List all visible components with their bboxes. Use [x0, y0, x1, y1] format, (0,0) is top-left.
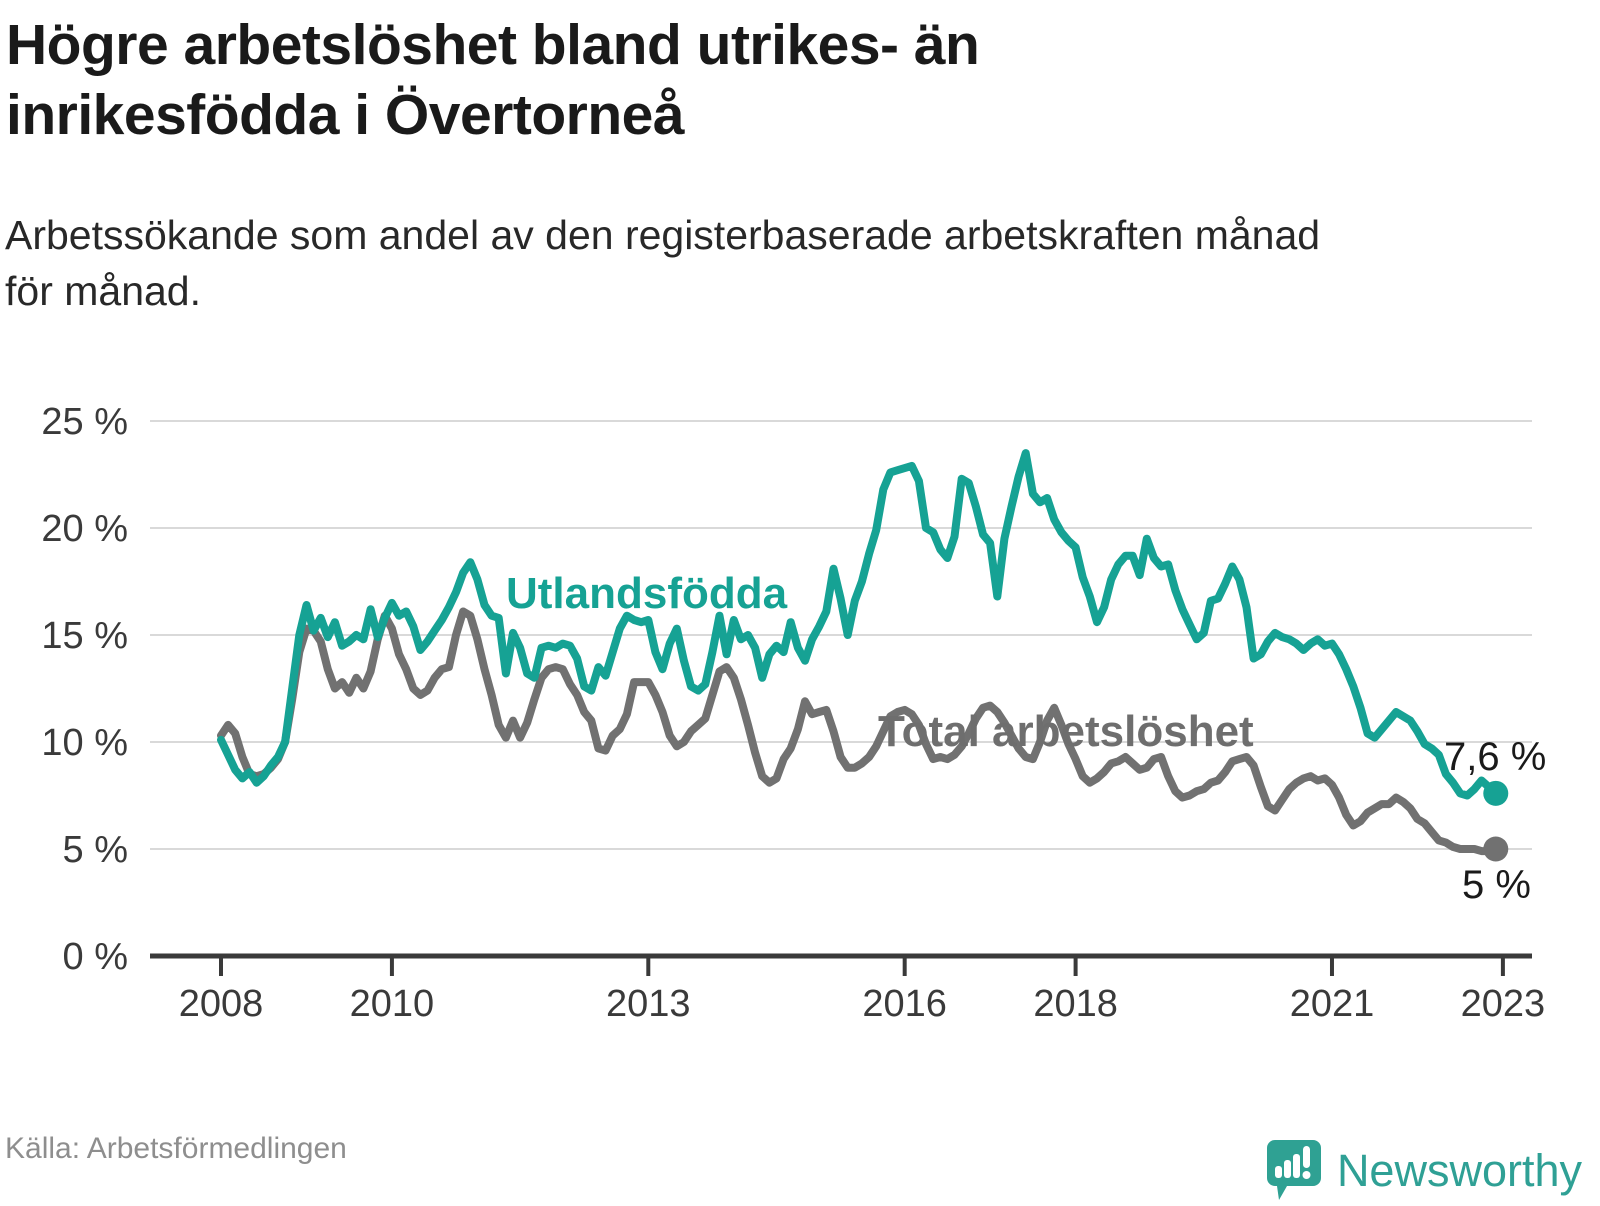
y-axis-label-20: 20 %	[41, 508, 128, 550]
x-axis-label-2021: 2021	[1290, 983, 1375, 1025]
newsworthy-bubble-icon	[1266, 1140, 1321, 1200]
x-axis-label-2018: 2018	[1033, 983, 1118, 1025]
chart-title-line-2: inrikesfödda i Övertorneå	[6, 83, 685, 147]
newsworthy-logo: Newsworthy	[1265, 1136, 1582, 1206]
gridlines	[150, 420, 1532, 850]
y-axis-label-25: 25 %	[41, 401, 128, 443]
exclamation-dot	[1302, 1171, 1311, 1179]
series-lines	[217, 449, 1509, 862]
x-axis-label-2023: 2023	[1461, 983, 1546, 1025]
bar-1	[1274, 1166, 1282, 1178]
series-label-total-arbetsloshet: Total arbetslöshet	[878, 707, 1254, 756]
bar-3	[1292, 1154, 1300, 1178]
end-value-label-total: 5 %	[1462, 863, 1531, 907]
y-axis-label-15: 15 %	[41, 615, 128, 657]
chart-title: Högre arbetslöshet bland utrikes- än inr…	[6, 10, 1506, 150]
axes: 25 % 20 % 15 % 10 % 5 % 0 % 2008 2010 2013 2016 20…	[41, 401, 1545, 1025]
x-axis-label-2016: 2016	[862, 983, 947, 1025]
series-label-utlandsfodda: Utlandsfödda	[506, 569, 788, 618]
end-dot-utlandsfodda	[1483, 780, 1509, 806]
y-axis-label-10: 10 %	[41, 722, 128, 764]
y-axis-label-5: 5 %	[63, 829, 128, 871]
chart-subtitle-line-1: Arbetssökande som andel av den registerb…	[5, 212, 1321, 258]
source-text: Källa: Arbetsförmedlingen	[5, 1132, 347, 1165]
bar-2	[1283, 1160, 1291, 1178]
exclamation-stem	[1302, 1146, 1310, 1168]
chart-title-line-1: Högre arbetslöshet bland utrikes- än	[6, 13, 980, 77]
series-line-utlandsfodda	[217, 449, 1500, 800]
x-axis-label-2013: 2013	[606, 983, 691, 1025]
end-dot-total-arbetsloshet	[1483, 836, 1509, 862]
x-axis-label-2010: 2010	[350, 983, 435, 1025]
end-value-label-utlandsfodda: 7,6 %	[1444, 735, 1546, 779]
y-axis-label-0: 0 %	[63, 936, 128, 978]
series-line-total-arbetsloshet	[217, 607, 1500, 856]
x-axis-label-2008: 2008	[179, 983, 264, 1025]
chart-subtitle-line-2: för månad.	[5, 268, 201, 314]
newsworthy-wordmark: Newsworthy	[1336, 1145, 1582, 1196]
annotations: Utlandsfödda Total arbetslöshet 7,6 % 5 …	[506, 569, 1546, 907]
chart-subtitle: Arbetssökande som andel av den registerb…	[5, 207, 1565, 319]
